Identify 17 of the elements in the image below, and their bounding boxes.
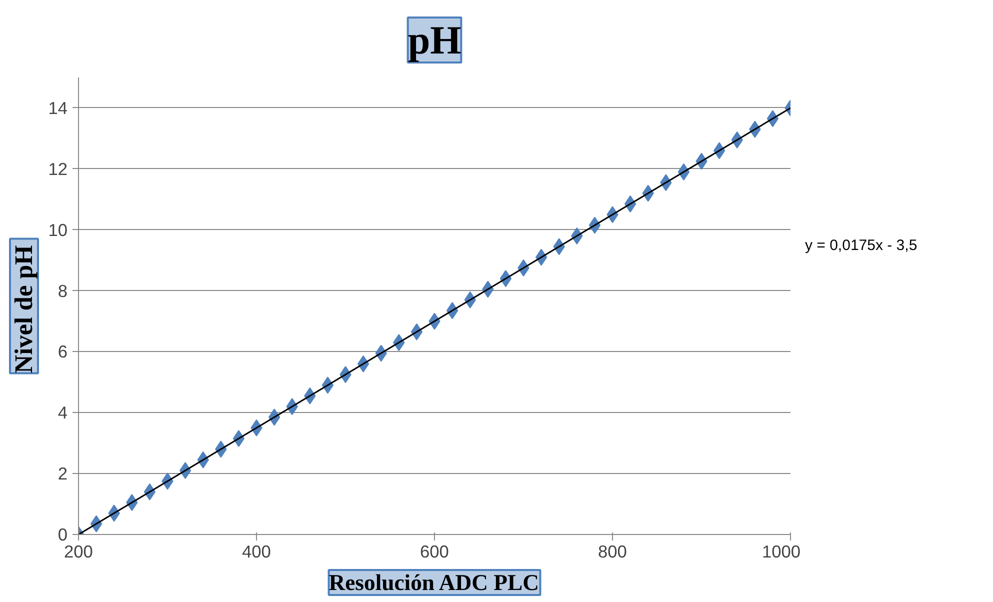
y-tick-label: 6 [58,342,68,362]
x-tick-label: 800 [598,542,627,562]
y-tick-label: 2 [58,464,68,484]
y-axis-title: Nivel de pH [10,244,38,374]
x-tick-label: 1000 [762,542,801,562]
y-tick-label: 4 [58,402,68,423]
x-tick-label: 400 [242,542,271,562]
text: y = 0,0175x - 3,5 [805,236,918,256]
y-tick-label: 8 [58,280,68,301]
x-tick-label: 600 [420,542,449,562]
y-tick-label: 12 [48,158,68,179]
x-axis-title: Resolución ADC PLC [328,570,539,595]
y-tick-label: 14 [48,98,68,118]
y-tick-label: 0 [58,524,68,544]
y-tick-label: 10 [48,220,68,240]
x-tick-label: 200 [64,542,93,562]
chart-title: pH [408,18,462,62]
